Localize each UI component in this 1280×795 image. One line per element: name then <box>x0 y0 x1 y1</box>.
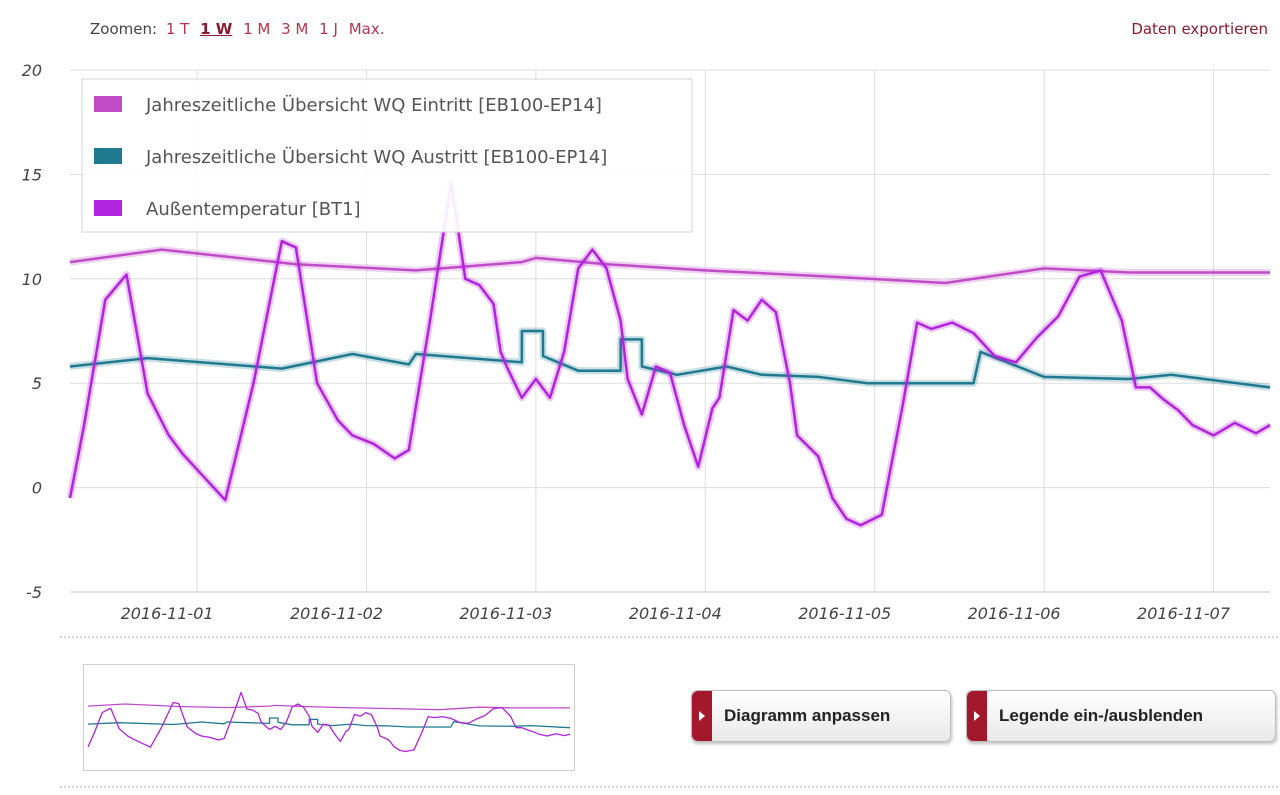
zoom-option-1m[interactable]: 1 M <box>243 20 271 38</box>
zoom-option-3m[interactable]: 3 M <box>281 20 309 38</box>
legend-swatch-1 <box>94 96 122 112</box>
arrow-right-icon <box>692 691 712 741</box>
navigator-series-line-2 <box>87 717 571 729</box>
arrow-right-icon <box>967 691 987 741</box>
zoom-option-1w[interactable]: 1 W <box>200 20 233 38</box>
x-tick-label: 2016-11-07 <box>1137 604 1231 623</box>
y-tick-label: 10 <box>22 270 42 289</box>
y-tick-labels: -5 0 5 10 15 20 <box>22 61 42 602</box>
navigator-series-line-3 <box>87 691 571 753</box>
series-group <box>66 179 1272 529</box>
main-chart: -5 0 5 10 15 20 2016-11-01 2016-11-02 2016-11-03… <box>22 61 1272 623</box>
chart-legend: Jahreszeitliche Übersicht WQ Eintritt [E… <box>81 78 693 233</box>
toggle-legend-label: Legende ein-/ausblenden <box>999 706 1204 725</box>
y-tick-label: -5 <box>26 583 42 602</box>
y-tick-label: 0 <box>32 479 42 498</box>
y-tick-label: 5 <box>32 374 42 393</box>
separator-bottom <box>60 786 1278 788</box>
series-line-halo-1 <box>69 246 1270 287</box>
chart-navigator[interactable] <box>83 664 575 771</box>
adjust-diagram-label: Diagramm anpassen <box>724 706 891 725</box>
separator-top <box>60 636 1278 638</box>
series-line-3 <box>68 181 1271 527</box>
adjust-diagram-button[interactable]: Diagramm anpassen <box>691 690 951 742</box>
x-tick-label: 2016-11-03 <box>459 604 552 623</box>
x-tick-label: 2016-11-06 <box>968 604 1061 623</box>
zoom-option-max[interactable]: Max. <box>348 20 385 38</box>
zoom-option-1j[interactable]: 1 J <box>319 20 338 38</box>
x-tick-label: 2016-11-01 <box>121 604 214 623</box>
y-tick-label: 15 <box>22 165 42 184</box>
zoom-bar: Zoomen: 1 T 1 W 1 M 3 M 1 J Max. <box>90 20 390 38</box>
series-line-1 <box>69 248 1270 285</box>
x-tick-labels: 2016-11-01 2016-11-02 2016-11-03 2016-11-04… <box>121 604 1231 623</box>
x-tick-label: 2016-11-02 <box>290 604 383 623</box>
navigator-series-group <box>87 691 571 753</box>
series-line-2 <box>69 329 1271 389</box>
series-line-halo-3 <box>66 179 1272 529</box>
x-tick-label: 2016-11-05 <box>798 604 891 623</box>
legend-label-1: Jahreszeitliche Übersicht WQ Eintritt [E… <box>145 94 602 116</box>
toggle-legend-button[interactable]: Legende ein-/ausblenden <box>966 690 1276 742</box>
navigator-preview <box>87 691 571 753</box>
export-data-link[interactable]: Daten exportieren <box>1131 20 1268 38</box>
legend-box <box>81 78 693 233</box>
y-tick-label: 20 <box>22 61 42 80</box>
legend-swatch-2 <box>94 148 122 164</box>
zoom-option-1t[interactable]: 1 T <box>165 20 190 38</box>
legend-swatch-3 <box>94 200 122 216</box>
legend-label-3: Außentemperatur [BT1] <box>146 199 361 220</box>
zoom-label: Zoomen: <box>90 20 158 38</box>
legend-label-2: Jahreszeitliche Übersicht WQ Austritt [E… <box>145 146 607 168</box>
navigator-series-line-1 <box>87 703 570 711</box>
x-tick-label: 2016-11-04 <box>629 604 722 623</box>
